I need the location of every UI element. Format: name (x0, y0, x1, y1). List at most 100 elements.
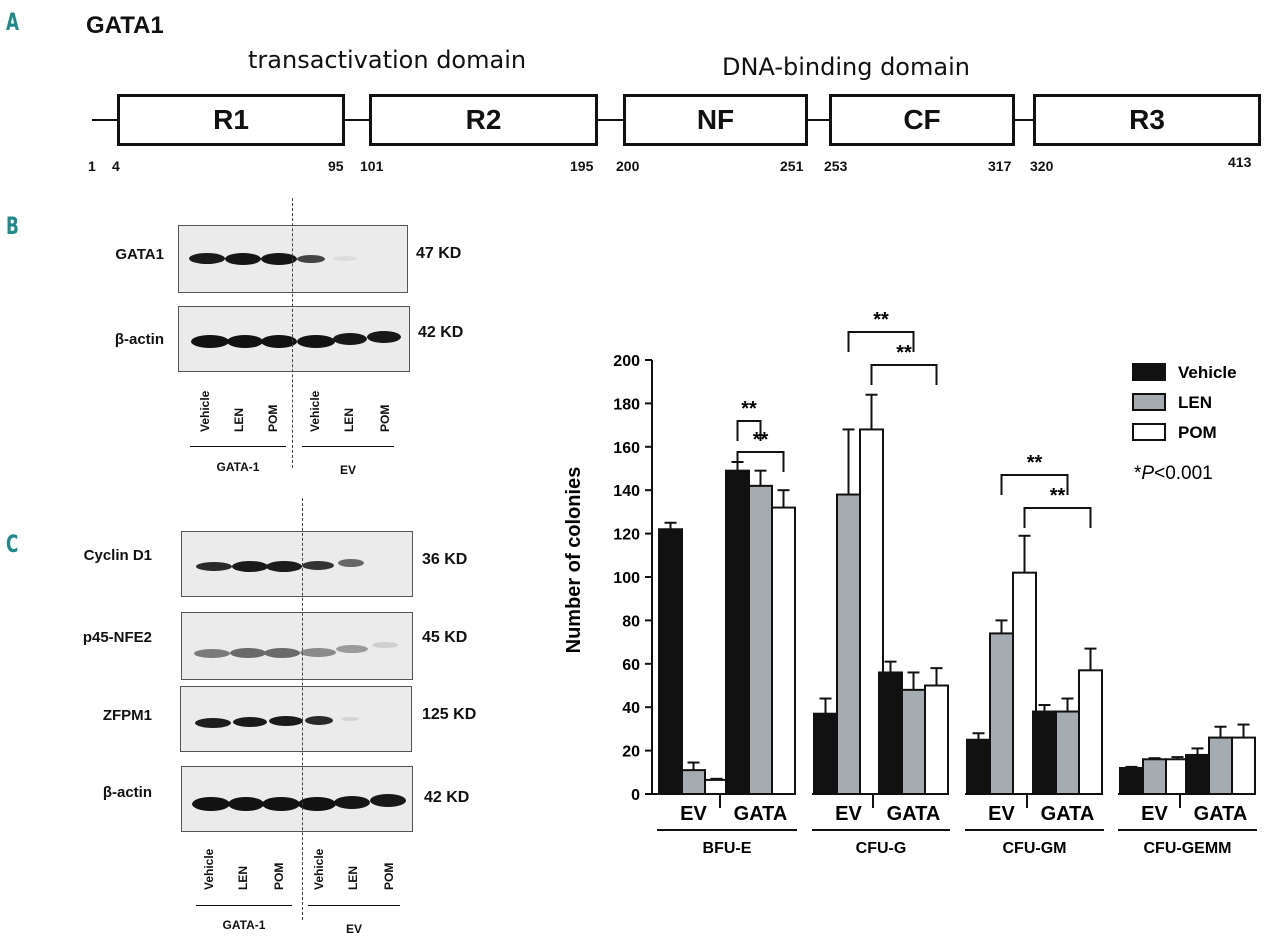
blot-band (334, 796, 370, 809)
blot-label: β-actin (114, 331, 164, 348)
blot-band (336, 645, 368, 653)
blot-band (230, 648, 266, 658)
linker-line (344, 119, 370, 121)
p-value-note: *P<0.001 (1134, 463, 1213, 484)
bar-vehicle (725, 469, 750, 795)
panel-letter-b: B (6, 212, 19, 240)
kd-label: 47 KD (416, 245, 462, 262)
legend-label: LEN (1178, 393, 1212, 412)
blot-band (194, 649, 230, 658)
condition-label: EV (835, 803, 862, 825)
bar-pom (771, 506, 796, 795)
significance-label: ** (873, 309, 889, 331)
domain-box-r1: R1 (117, 94, 345, 146)
blot-image-gata1 (178, 225, 408, 293)
blot-band (232, 561, 268, 572)
legend-swatch-len (1132, 393, 1166, 411)
residue-label: 320 (1030, 158, 1054, 174)
legend-swatch-vehicle (1132, 363, 1166, 381)
residue-label: 95 (328, 158, 344, 174)
significance-label: ** (753, 429, 769, 451)
residue-label: 200 (616, 158, 640, 174)
bar-pom (859, 428, 884, 795)
condition-label: GATA (734, 803, 788, 825)
bar-vehicle (878, 671, 903, 795)
condition-label: EV (1141, 803, 1168, 825)
blot-band (297, 335, 335, 348)
residue-label: 4 (112, 158, 120, 174)
blot-band (261, 335, 297, 348)
blot-label: β-actin (102, 784, 152, 801)
blot-band (195, 718, 231, 728)
significance-bracket (736, 420, 762, 441)
bar-len (1055, 710, 1080, 795)
blot-image-b-actin (178, 306, 410, 372)
lane-divider (292, 198, 293, 468)
blot-band (227, 335, 263, 348)
blot-band (189, 253, 225, 264)
y-tick-label: 0 (631, 787, 640, 804)
significance-label: ** (1027, 452, 1043, 474)
bar-pom (924, 684, 949, 795)
blot-image-cyclin-d1 (181, 531, 413, 597)
bar-len (1208, 736, 1233, 796)
significance-bracket (870, 364, 938, 385)
bar-len (836, 493, 861, 795)
linker-line (807, 119, 830, 121)
blot-label: p45-NFE2 (82, 629, 152, 646)
blot-label: Cyclin D1 (83, 547, 152, 564)
transactivation-domain-label: transactivation domain (248, 46, 527, 74)
panel-letter-c: C (6, 530, 19, 558)
y-tick-label: 200 (613, 353, 640, 370)
blot-band (300, 648, 336, 657)
y-tick-label: 60 (622, 657, 640, 674)
blot-band (225, 253, 261, 265)
blot-band (333, 256, 357, 261)
bar-vehicle (813, 712, 838, 796)
bar-len (989, 632, 1014, 795)
condition-label: EV (988, 803, 1015, 825)
group-underline (196, 905, 292, 906)
y-tick-label: 140 (613, 483, 640, 500)
bar-pom (1012, 571, 1037, 795)
legend-label: Vehicle (1178, 363, 1237, 382)
legend-label: POM (1178, 423, 1217, 442)
bar-vehicle (658, 528, 683, 795)
residue-label: 253 (824, 158, 848, 174)
condition-label: GATA (887, 803, 941, 825)
y-tick-label: 160 (613, 440, 640, 457)
bar-pom (704, 778, 729, 796)
bar-len (748, 484, 773, 795)
blot-band (298, 797, 336, 811)
blot-label: GATA1 (115, 246, 164, 263)
linker-line (92, 119, 118, 121)
blot-band (266, 561, 302, 572)
kd-label: 45 KD (422, 629, 468, 646)
group-underline (302, 446, 394, 447)
group-label: GATA-1 (222, 918, 266, 932)
y-tick-label: 120 (613, 527, 640, 544)
y-tick-label: 80 (622, 613, 640, 630)
panel-a-title: GATA1 (86, 12, 164, 39)
blot-band (297, 255, 325, 263)
domain-box-r2: R2 (369, 94, 598, 146)
bar-len (1142, 758, 1167, 796)
lane-divider (302, 498, 303, 920)
blot-band (305, 716, 333, 725)
y-tick-label: 180 (613, 396, 640, 413)
blot-band (196, 562, 232, 571)
linker-line (1014, 119, 1034, 121)
bar-vehicle (1119, 766, 1144, 796)
group-underline (308, 905, 400, 906)
condition-label: EV (680, 803, 707, 825)
y-tick-label: 20 (622, 744, 640, 761)
condition-label: GATA (1041, 803, 1095, 825)
blot-band (333, 333, 367, 345)
dna-binding-domain-label: DNA-binding domain (722, 53, 970, 81)
significance-label: ** (1050, 485, 1066, 507)
blot-label: ZFPM1 (102, 707, 152, 724)
blot-band (261, 253, 297, 265)
blot-band (338, 559, 364, 567)
blot-image-zfpm1 (180, 686, 412, 752)
